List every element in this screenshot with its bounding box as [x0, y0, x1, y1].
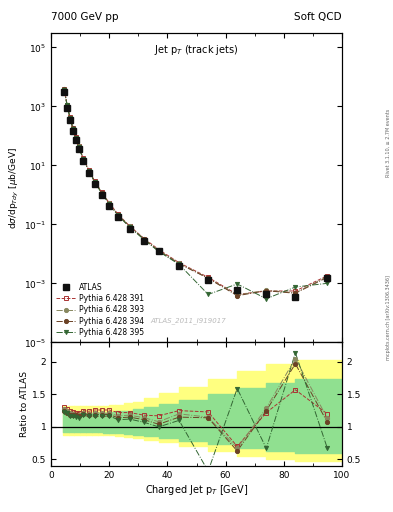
Text: Jet p$_T$ (track jets): Jet p$_T$ (track jets) — [154, 42, 239, 56]
Y-axis label: d$\sigma$/dp$_{Tdy}$ [$\mu$b/GeV]: d$\sigma$/dp$_{Tdy}$ [$\mu$b/GeV] — [8, 147, 21, 229]
X-axis label: Charged Jet p$_T$ [GeV]: Charged Jet p$_T$ [GeV] — [145, 482, 248, 497]
Text: mcplots.cern.ch [arXiv:1306.3436]: mcplots.cern.ch [arXiv:1306.3436] — [386, 275, 391, 360]
Text: 7000 GeV pp: 7000 GeV pp — [51, 12, 119, 22]
Legend: ATLAS, Pythia 6.428 391, Pythia 6.428 393, Pythia 6.428 394, Pythia 6.428 395: ATLAS, Pythia 6.428 391, Pythia 6.428 39… — [55, 281, 146, 338]
Y-axis label: Ratio to ATLAS: Ratio to ATLAS — [20, 371, 29, 437]
Text: ATLAS_2011_I919017: ATLAS_2011_I919017 — [150, 317, 226, 324]
Text: Rivet 3.1.10, ≥ 2.7M events: Rivet 3.1.10, ≥ 2.7M events — [386, 109, 391, 178]
Text: Soft QCD: Soft QCD — [294, 12, 342, 22]
